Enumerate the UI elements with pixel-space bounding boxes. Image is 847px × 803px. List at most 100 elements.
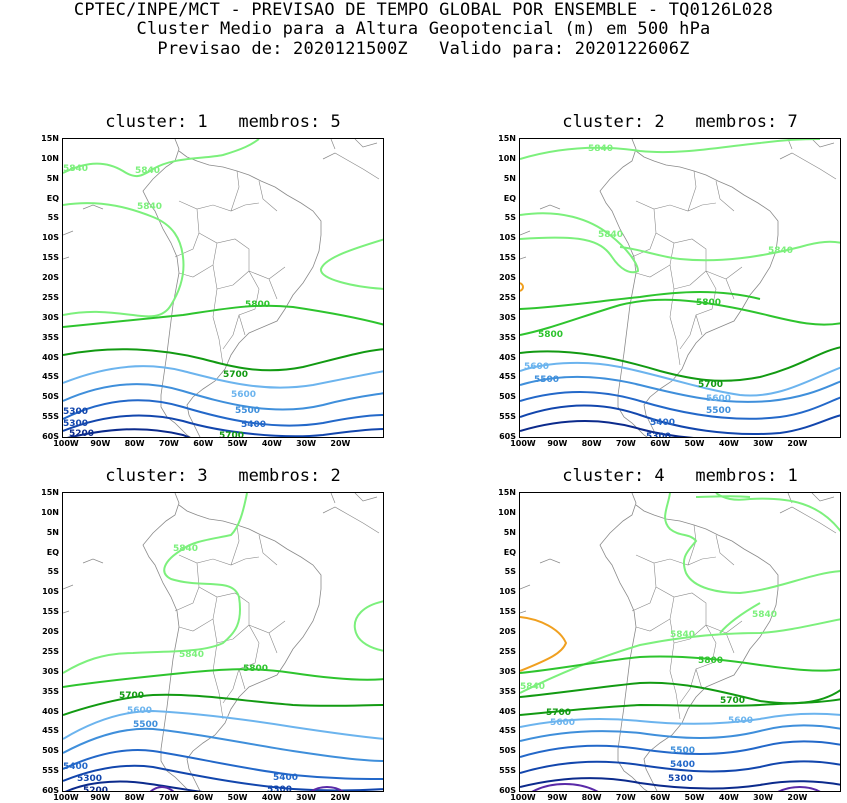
lat-tick-label: 5N: [46, 527, 59, 537]
contour-line: [520, 391, 840, 420]
contour-label: 5500: [534, 375, 559, 385]
contour-label: 5800: [243, 664, 268, 674]
map-panel-2: cluster: 2 membros: 7 5840 5840 5840 5800 58…: [498, 112, 841, 448]
lon-tick-label: 50W: [227, 793, 248, 802]
contour-label: 5600: [524, 362, 549, 372]
contour-label: 5840: [598, 230, 623, 240]
title-line-2: Cluster Medio para a Altura Geopotencial…: [136, 19, 711, 39]
lat-tick-label: 15N: [41, 134, 59, 143]
contour-label: 5500: [670, 746, 695, 756]
contour-label: 5600: [127, 706, 152, 716]
contour-label: 5300: [63, 419, 88, 429]
coastline: [142, 493, 322, 791]
lon-tick-label: 20W: [330, 439, 351, 448]
contour-line: [520, 740, 840, 758]
lon-tick-label: 20W: [787, 439, 808, 448]
lon-tick-label: 20W: [330, 793, 351, 802]
contour-line: [63, 202, 185, 318]
contour-label: 5300: [77, 774, 102, 784]
map-panel-3: cluster: 3 membros: 2 5840 5840 5800 5700 56…: [41, 466, 384, 802]
lat-tick-label: 20S: [499, 273, 516, 283]
contour-label: 5300: [267, 785, 292, 792]
contour-label: 5840: [768, 246, 793, 256]
contour-line: [520, 681, 840, 705]
coastline: [599, 493, 779, 791]
coastline-north: [63, 493, 380, 614]
lat-tick-label: 20S: [499, 627, 516, 637]
lat-tick-label: 50S: [499, 392, 516, 402]
lat-tick-label: 20S: [42, 627, 59, 637]
lon-tick-label: 100W: [510, 439, 536, 448]
lat-tick-label: 40S: [42, 706, 59, 716]
contour-label: 5200: [69, 429, 94, 438]
contour-line: [520, 375, 840, 403]
lat-tick-label: 60S: [42, 432, 59, 441]
lat-tick-label: 40S: [42, 352, 59, 362]
lat-tick-label: 5N: [503, 173, 516, 183]
lat-tick-label: 10N: [498, 153, 516, 163]
lon-tick-label: 80W: [581, 793, 602, 802]
lon-tick-label: 80W: [124, 793, 145, 802]
title-line-1: CPTEC/INPE/MCT - PREVISAO DE TEMPO GLOBA…: [73, 0, 774, 20]
contour-label: 5500: [235, 406, 260, 416]
lon-tick-label: 50W: [227, 439, 248, 448]
lon-tick-label: 70W: [158, 439, 179, 448]
contour-line: [67, 428, 191, 437]
lat-tick-label: 50S: [42, 746, 59, 756]
contour-label: 5800: [245, 300, 270, 310]
contour-label: 5300: [63, 407, 88, 417]
contour-line: [63, 348, 383, 372]
lon-tick-label: 30W: [296, 793, 317, 802]
contour-label: 5840: [520, 682, 545, 692]
panel-title: cluster: 1 membros: 5: [105, 112, 341, 132]
contour-label: 5800: [696, 298, 721, 308]
lon-tick-label: 60W: [650, 793, 671, 802]
lon-tick-label: 90W: [90, 793, 111, 802]
lon-tick-label: 70W: [615, 439, 636, 448]
contour-label: 5800: [698, 656, 723, 666]
contour-line: [520, 618, 840, 694]
lat-tick-label: 35S: [499, 686, 516, 696]
contour-label: 5400: [670, 760, 695, 770]
country-borders: [631, 170, 743, 366]
lat-tick-label: 15S: [499, 607, 516, 617]
contour-line: [63, 414, 383, 437]
lat-tick-label: 5S: [47, 213, 59, 223]
contour-line: [520, 420, 695, 437]
lat-tick-label: 10N: [498, 507, 516, 517]
contour-line: [531, 783, 599, 791]
lat-tick-label: 5S: [504, 567, 516, 577]
contour-label: 5400: [63, 762, 88, 772]
lat-tick-label: 55S: [42, 412, 59, 422]
map-svg: 5840 5840 5800 5700 5600 5500 5400 5300 5400 5300…: [63, 493, 383, 792]
lat-tick-label: 5N: [46, 173, 59, 183]
contour-line: [310, 786, 344, 791]
lon-tick-label: 60W: [650, 439, 671, 448]
contour-line: [320, 238, 383, 290]
lat-tick-label: 25S: [499, 646, 516, 656]
lat-tick-label: 35S: [42, 686, 59, 696]
contour-line: [63, 493, 248, 674]
lon-tick-label: 100W: [53, 439, 79, 448]
map-panel-4: cluster: 4 membros: 1 5840 5840 5800 5840 57…: [498, 466, 841, 802]
contour-line: [520, 712, 840, 728]
contour-label: 5840: [135, 166, 160, 176]
contour-label: 5840: [752, 610, 777, 620]
lat-tick-label: EQ: [46, 193, 59, 203]
lat-tick-label: 5S: [504, 213, 516, 223]
lon-tick-label: 40W: [261, 439, 282, 448]
lat-tick-label: 10S: [499, 587, 516, 597]
lat-tick-label: 25S: [42, 646, 59, 656]
contour-label: 5400: [273, 773, 298, 783]
map-frame: 5840 5840 5840 5800 5800 5700 5600 5500 5600 5500…: [519, 138, 841, 438]
lat-tick-label: 25S: [42, 292, 59, 302]
lon-tick-label: 80W: [581, 439, 602, 448]
contour-line: [719, 602, 761, 634]
lat-tick-label: 60S: [499, 786, 516, 795]
contour-label: 5400: [241, 420, 266, 430]
contour-line: [149, 786, 175, 791]
map-panel-1: cluster: 1 membros: 5 5840 5840 5840 5800 57…: [41, 112, 384, 448]
contour-label: 5840: [588, 144, 613, 154]
contour-label: 5700: [223, 370, 248, 380]
